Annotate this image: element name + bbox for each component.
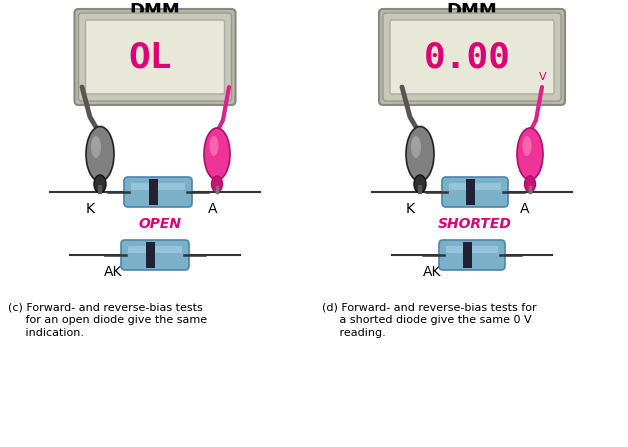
FancyBboxPatch shape — [449, 183, 501, 190]
FancyBboxPatch shape — [128, 246, 182, 253]
Text: SHORTED: SHORTED — [438, 217, 512, 231]
FancyBboxPatch shape — [446, 246, 498, 253]
Text: OL: OL — [128, 40, 171, 74]
Ellipse shape — [210, 136, 219, 156]
Text: DMM: DMM — [447, 2, 497, 20]
Text: AK: AK — [423, 265, 441, 279]
FancyBboxPatch shape — [439, 240, 505, 270]
Text: (c) Forward- and reverse-bias tests: (c) Forward- and reverse-bias tests — [8, 302, 203, 312]
Text: OPEN: OPEN — [139, 217, 181, 231]
Ellipse shape — [86, 127, 114, 181]
FancyBboxPatch shape — [78, 13, 232, 101]
Bar — [149, 179, 158, 205]
Ellipse shape — [91, 136, 101, 158]
FancyBboxPatch shape — [85, 20, 224, 94]
FancyBboxPatch shape — [124, 177, 192, 207]
Text: a shorted diode give the same 0 V: a shorted diode give the same 0 V — [322, 315, 532, 325]
FancyBboxPatch shape — [383, 13, 561, 101]
FancyBboxPatch shape — [75, 9, 236, 105]
Text: A: A — [520, 202, 530, 216]
Ellipse shape — [94, 175, 106, 193]
FancyBboxPatch shape — [121, 240, 189, 270]
Bar — [463, 242, 472, 268]
Ellipse shape — [517, 128, 543, 180]
Text: K: K — [85, 202, 94, 216]
Ellipse shape — [414, 175, 426, 193]
Ellipse shape — [522, 136, 531, 156]
Bar — [146, 242, 155, 268]
Ellipse shape — [406, 127, 434, 181]
Ellipse shape — [411, 136, 421, 158]
Bar — [466, 179, 475, 205]
Text: indication.: indication. — [8, 328, 84, 338]
FancyBboxPatch shape — [442, 177, 508, 207]
Text: K: K — [406, 202, 414, 216]
Text: (d) Forward- and reverse-bias tests for: (d) Forward- and reverse-bias tests for — [322, 302, 536, 312]
Text: reading.: reading. — [322, 328, 386, 338]
Text: AK: AK — [104, 265, 122, 279]
FancyBboxPatch shape — [131, 183, 185, 190]
Text: DMM: DMM — [129, 2, 180, 20]
Text: for an open diode give the same: for an open diode give the same — [8, 315, 207, 325]
Ellipse shape — [212, 176, 222, 192]
Text: V: V — [539, 72, 547, 82]
Ellipse shape — [204, 128, 230, 180]
Ellipse shape — [524, 176, 536, 192]
Text: 0.00: 0.00 — [423, 40, 511, 74]
Text: A: A — [208, 202, 218, 216]
FancyBboxPatch shape — [379, 9, 565, 105]
FancyBboxPatch shape — [390, 20, 554, 94]
